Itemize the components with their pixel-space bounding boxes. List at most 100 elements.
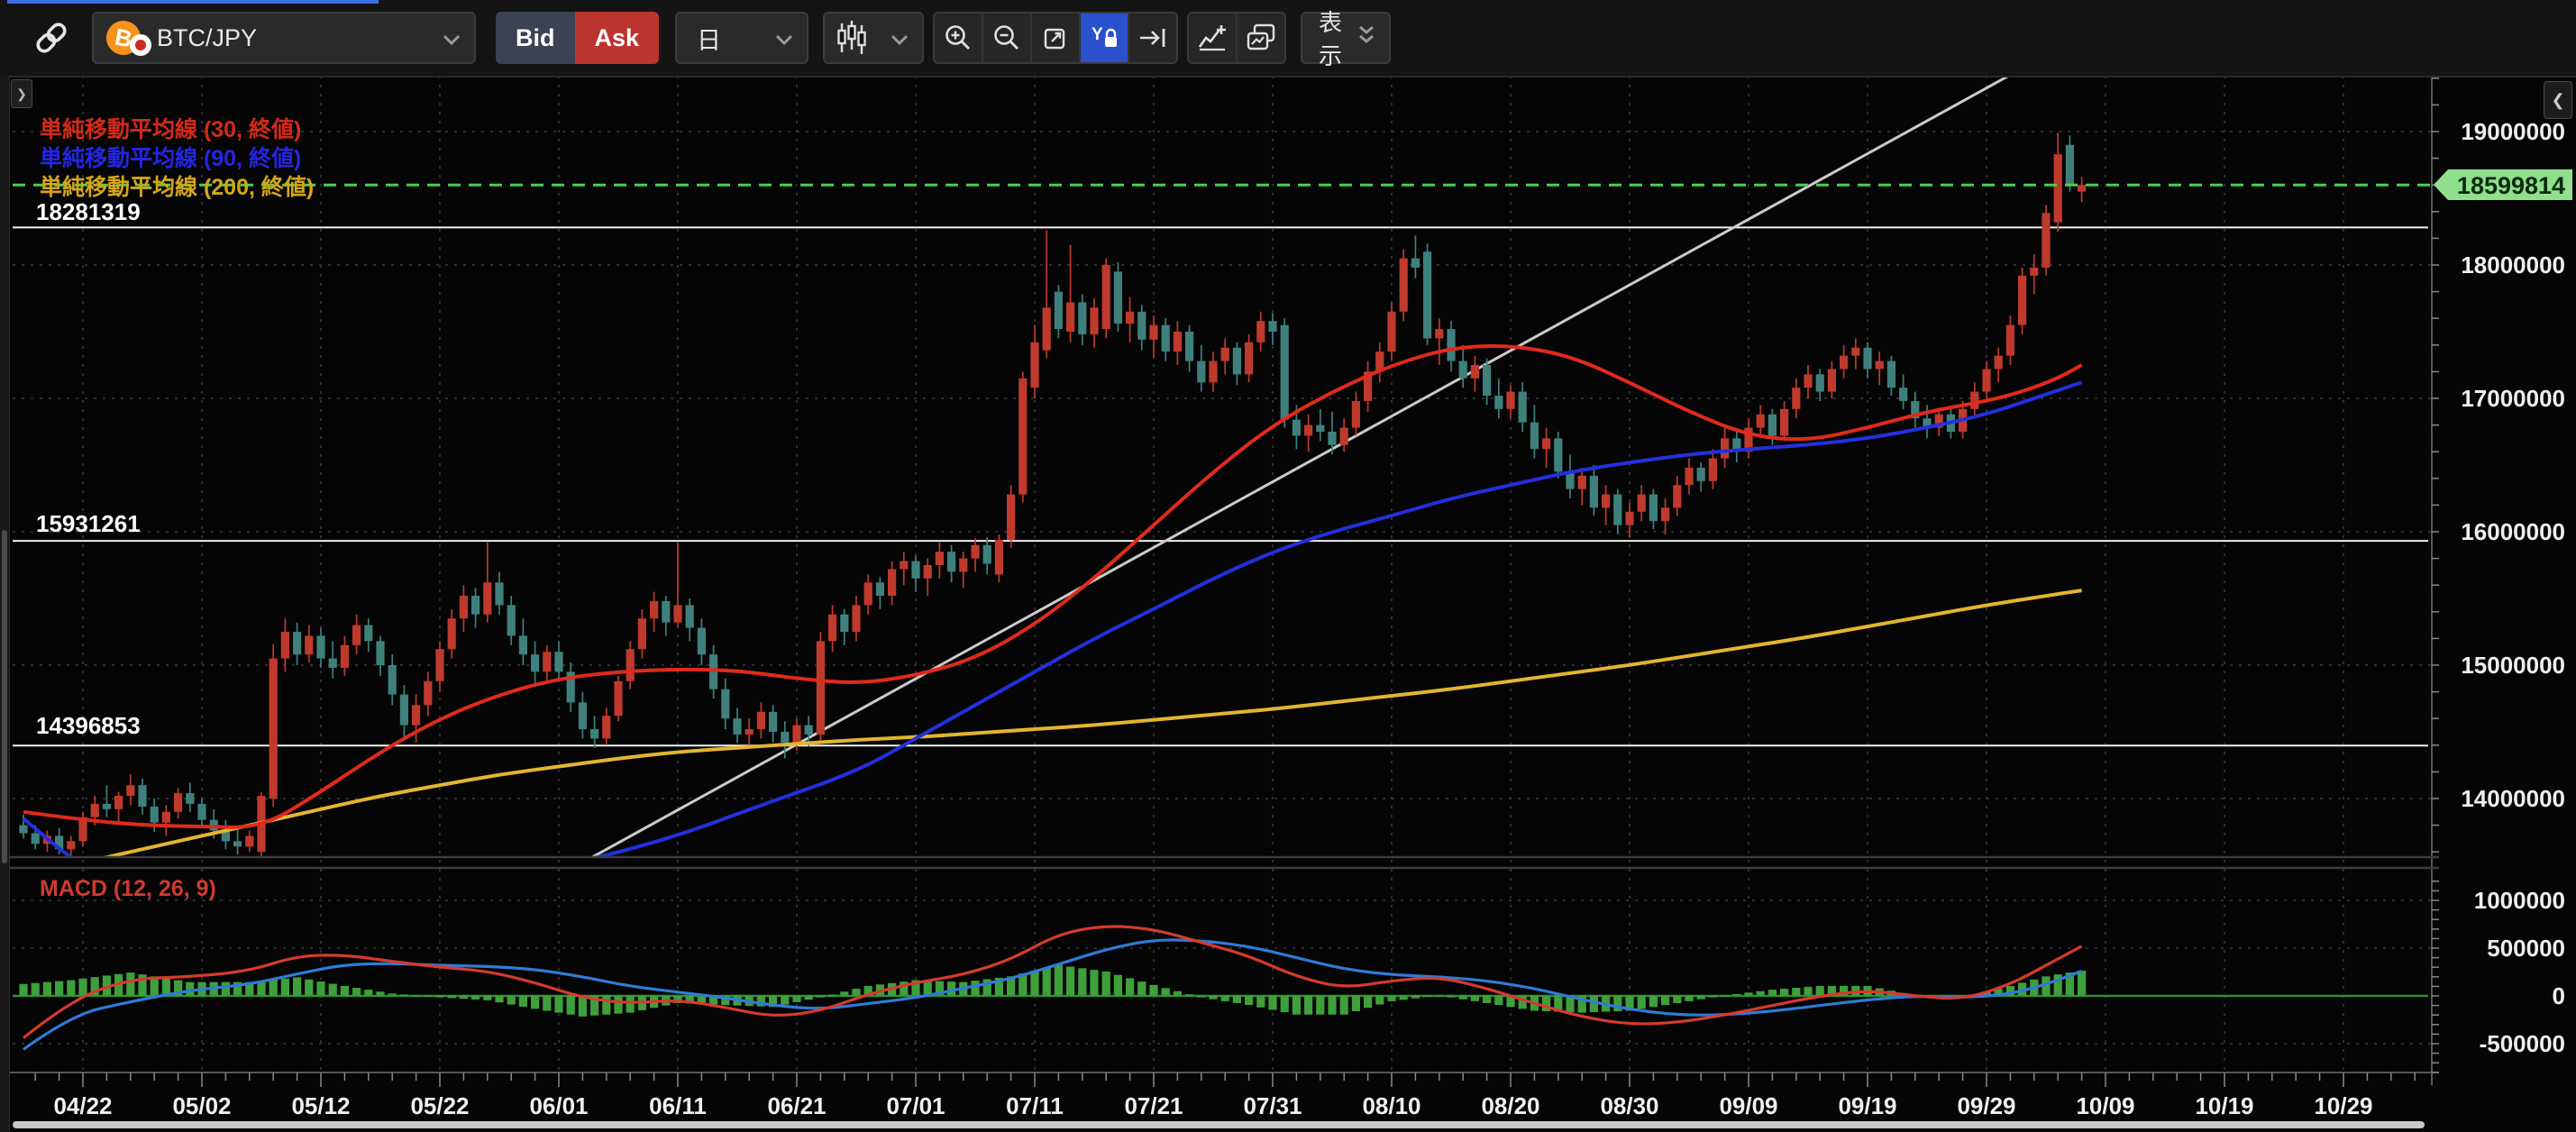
candle-down [947,552,956,572]
legend-sma30[interactable]: 単純移動平均線 (30, 終値) [40,116,301,142]
sma200-line [103,589,2082,856]
candle-up [1625,511,1634,525]
candle-down [55,835,64,850]
jpy-flag-icon [130,34,151,56]
date-axis-label: 09/09 [1719,1092,1777,1119]
macd-axis-label: 500000 [2487,935,2565,962]
macd-histogram-bar [982,979,991,996]
candle-down [102,803,111,809]
date-axis-label: 07/01 [886,1092,945,1119]
macd-indicator-label[interactable]: MACD (12, 26, 9) [40,876,216,901]
macd-histogram-bar [1804,986,1813,996]
axis-collapse-button[interactable]: ❮ [2544,81,2572,119]
macd-histogram-bar [126,972,135,996]
macd-histogram-bar [828,994,837,996]
chevron-down-icon [890,24,909,52]
y-axis-lock-button[interactable]: Y [1081,14,1130,62]
horizontal-scrollbar[interactable] [13,1121,2425,1128]
add-indicator-button[interactable] [1189,14,1238,62]
macd-histogram-bar [804,995,813,1000]
macd-histogram-bar [1030,970,1039,996]
macd-histogram-bar [31,982,40,996]
macd-histogram-bar [673,995,682,1003]
candle-up [1220,347,1229,361]
zoom-in-button[interactable] [935,14,984,62]
candle-up [935,552,944,565]
macd-histogram-bar [495,995,504,1003]
candle-up [412,705,421,726]
candle-up [1090,307,1099,334]
macd-histogram-bar [1411,995,1420,999]
sma30-line [23,343,2083,829]
candle-down [1268,321,1277,332]
macd-histogram-bar [1292,995,1301,1015]
macd-histogram-bar [543,995,552,1011]
macd-histogram-bar [1161,988,1170,996]
macd-histogram-bar [994,977,1003,996]
candle-up [1245,342,1254,375]
price-axis-label: 14000000 [2461,785,2565,812]
candle-up [1673,485,1682,508]
candle-up [1042,307,1051,351]
candle-down [1518,391,1527,423]
ask-button[interactable]: Ask [574,12,660,64]
macd-histogram-bar [626,995,635,1013]
candle-down [1815,374,1824,392]
compare-chart-button[interactable] [1238,14,1285,62]
zoom-out-button[interactable] [983,14,1033,62]
timeframe-dropdown[interactable]: 日 [675,12,809,64]
zoom-tool-group: Y [933,12,1179,64]
candle-up [923,565,932,579]
macd-histogram-bar [1220,995,1229,1001]
macd-histogram-bar [1518,995,1527,1009]
candle-up [1602,494,1611,508]
macd-histogram-bar [340,985,349,996]
go-to-latest-button[interactable] [1129,14,1177,62]
macd-histogram-bar [1209,995,1218,1000]
macd-histogram-bar [1685,995,1694,1001]
left-scrollbar-thumb[interactable] [2,530,7,863]
macd-histogram-bar [138,974,147,996]
axes: 19000000 18000000 17000000 16000000 15000000… [9,76,2565,1119]
candle-down [1732,438,1741,452]
candle-up [305,635,314,655]
macd-axis-label: 0 [2553,982,2565,1009]
candle-up [2053,154,2062,223]
candle-up [1339,427,1348,445]
legend-sma200[interactable]: 単純移動平均線 (200, 終値) [40,174,314,200]
macd-histogram-bar [1768,990,1777,996]
display-dropdown[interactable]: 表示 [1301,9,1392,69]
macd-histogram-bar [578,995,587,1017]
macd-histogram-bar [923,981,932,996]
link-button[interactable] [23,12,79,64]
double-chevron-down-icon [1357,24,1376,52]
candle-up [626,649,635,681]
macd-histogram-bar [269,980,278,996]
legend-sma90[interactable]: 単純移動平均線 (90, 終値) [40,145,301,171]
macd-histogram-bar [1375,995,1384,1005]
candle-up [1364,371,1373,401]
candle-down [1316,424,1325,432]
candle-down [566,671,575,703]
gridlines [13,76,2432,1073]
price-pane[interactable] [13,76,2432,903]
macd-histogram-bar [293,977,302,996]
pane-expander-button[interactable]: ❯ [11,79,32,108]
symbol-dropdown[interactable]: B BTC/JPY [92,12,476,64]
fit-chart-button[interactable] [1032,14,1082,62]
candle-up [828,614,837,642]
candle-down [328,658,337,668]
macd-pane[interactable] [13,925,2428,1051]
candle-up [959,558,968,572]
candle-up [280,632,289,659]
candle-down [709,654,718,689]
candle-up [994,539,1003,575]
macd-histogram-bar [1447,995,1456,998]
macd-histogram-bar [186,981,195,996]
macd-histogram-bar [19,983,28,996]
chart-type-dropdown[interactable] [823,12,925,64]
macd-histogram-bar [852,989,861,996]
overlay-windows-icon [1247,23,1275,50]
bid-button[interactable]: Bid [496,12,575,64]
